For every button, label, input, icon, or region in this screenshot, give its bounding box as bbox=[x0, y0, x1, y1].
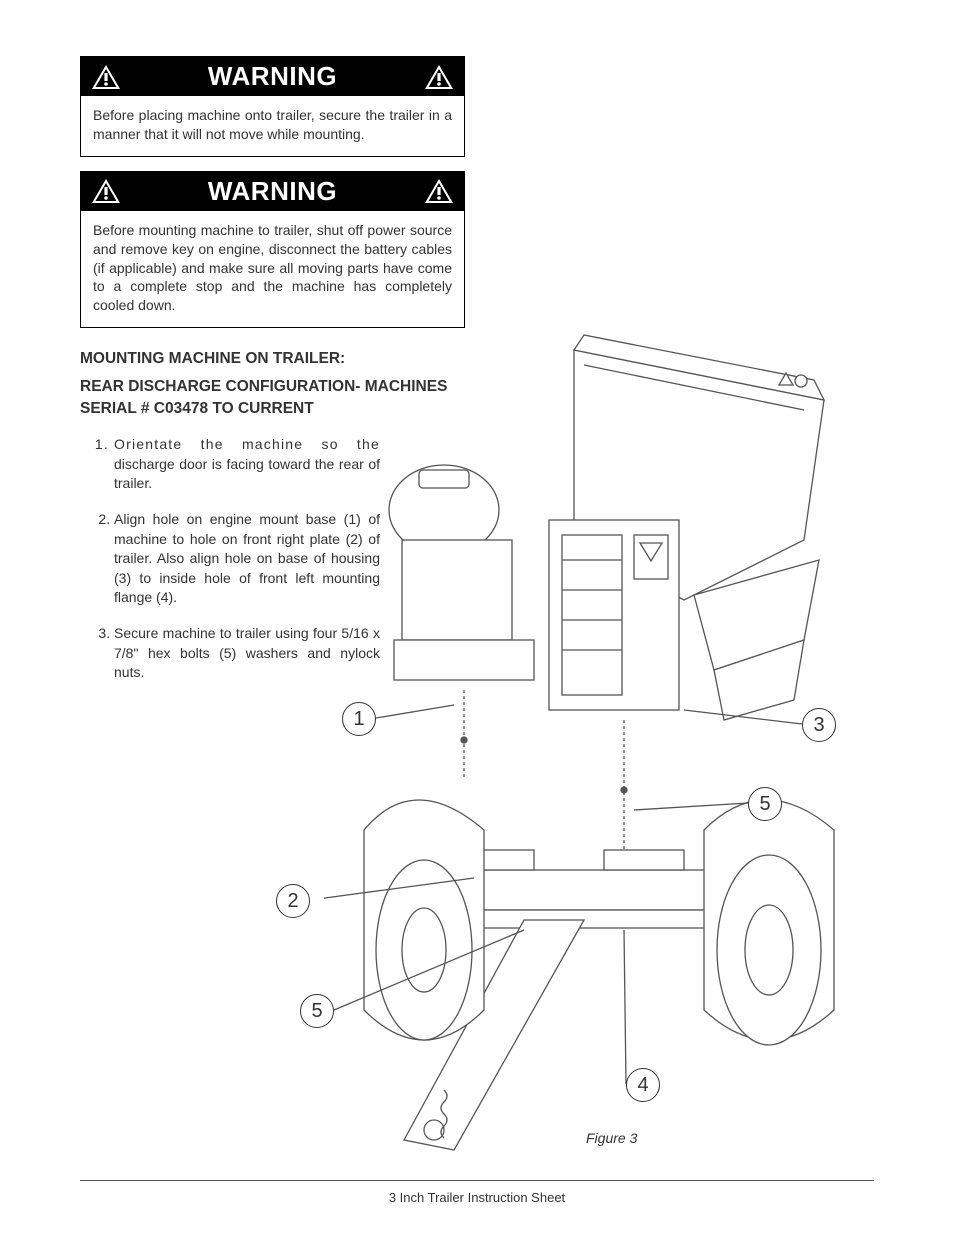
figure-caption: Figure 3 bbox=[586, 1130, 637, 1146]
callout-circle: 2 bbox=[276, 884, 310, 918]
page: WARNING Before placing machine onto trai… bbox=[0, 0, 954, 1235]
warning-title: WARNING bbox=[208, 61, 337, 92]
warning-triangle-icon bbox=[91, 64, 121, 90]
machine-trailer-diagram bbox=[324, 310, 884, 1160]
callout-circle: 5 bbox=[300, 994, 334, 1028]
figure-area: 135254Figure 3 bbox=[324, 310, 884, 1160]
callout-circle: 3 bbox=[802, 708, 836, 742]
footer-text: 3 Inch Trailer Instruction Sheet bbox=[0, 1190, 954, 1205]
warning-triangle-icon bbox=[424, 64, 454, 90]
callout-circle: 4 bbox=[626, 1068, 660, 1102]
warning-box-2: WARNING Before mounting machine to trail… bbox=[80, 171, 465, 328]
warning-box-1: WARNING Before placing machine onto trai… bbox=[80, 56, 465, 157]
footer-rule bbox=[80, 1180, 874, 1181]
callout-circle: 1 bbox=[342, 702, 376, 736]
callout-circle: 5 bbox=[748, 787, 782, 821]
warning-title: WARNING bbox=[208, 176, 337, 207]
warning-header: WARNING bbox=[81, 172, 464, 211]
warning-triangle-icon bbox=[424, 178, 454, 204]
warning-body: Before placing machine onto trailer, sec… bbox=[81, 96, 464, 156]
warning-triangle-icon bbox=[91, 178, 121, 204]
warning-header: WARNING bbox=[81, 57, 464, 96]
